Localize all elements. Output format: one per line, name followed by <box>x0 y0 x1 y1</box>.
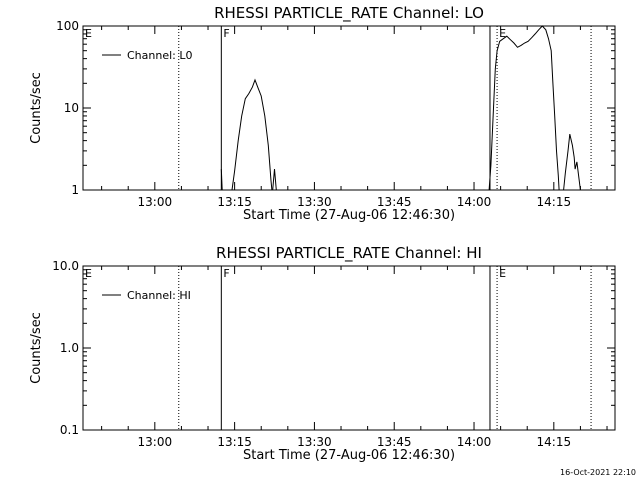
chart-title: RHESSI PARTICLE_RATE Channel: HI <box>216 244 482 263</box>
y-axis-label: Counts/sec <box>29 312 44 384</box>
event-marker-label: F <box>223 267 229 280</box>
event-marker-label: E <box>85 267 92 280</box>
y-tick-label: 1.0 <box>60 341 79 355</box>
chart-panel-2: RHESSI PARTICLE_RATE Channel: HI 0.1 1.0 10… <box>29 244 616 463</box>
legend-entry: Channel: HI <box>127 289 191 302</box>
x-tick-label: 13:00 <box>138 435 173 449</box>
y-tick-label: 100 <box>56 19 79 33</box>
series-line <box>488 25 560 191</box>
x-tick-label: 13:45 <box>377 435 412 449</box>
x-tick-label: 13:15 <box>217 435 252 449</box>
y-tick-label: 10.0 <box>52 259 79 273</box>
x-tick-label: 14:00 <box>457 195 492 209</box>
x-tick-label: 13:45 <box>377 195 412 209</box>
event-marker-label: E <box>85 27 92 40</box>
y-tick-label: 10 <box>64 101 79 115</box>
chart-title: RHESSI PARTICLE_RATE Channel: LO <box>214 4 484 23</box>
x-tick-label: 14:15 <box>537 435 572 449</box>
legend: Channel: L0 <box>102 49 193 62</box>
legend: Channel: HI <box>102 289 191 302</box>
y-tick-label: 0.1 <box>60 423 79 437</box>
series-line <box>231 78 273 191</box>
x-tick-label: 13:30 <box>297 195 332 209</box>
x-tick-label: 14:15 <box>537 195 572 209</box>
x-tick-label: 13:15 <box>217 195 252 209</box>
series-line <box>563 133 581 191</box>
series-line <box>220 169 223 191</box>
y-tick-label: 1 <box>71 183 79 197</box>
x-tick-label: 13:30 <box>297 435 332 449</box>
x-tick-label: 14:00 <box>457 435 492 449</box>
series-line <box>272 169 277 191</box>
timestamp-label: 16-Oct-2021 22:10 <box>560 468 636 477</box>
event-marker-label: E <box>499 267 506 280</box>
y-axis-label: Counts/sec <box>29 72 44 144</box>
x-axis-label: Start Time (27-Aug-06 12:46:30) <box>243 208 455 223</box>
chart-panel-1: RHESSI PARTICLE_RATE Channel: LO 1 10 100 13… <box>29 4 616 223</box>
x-axis-label: Start Time (27-Aug-06 12:46:30) <box>243 448 455 463</box>
event-marker-label: E <box>499 27 506 40</box>
event-marker-label: F <box>223 27 229 40</box>
legend-entry: Channel: L0 <box>127 49 193 62</box>
x-tick-label: 13:00 <box>138 195 173 209</box>
